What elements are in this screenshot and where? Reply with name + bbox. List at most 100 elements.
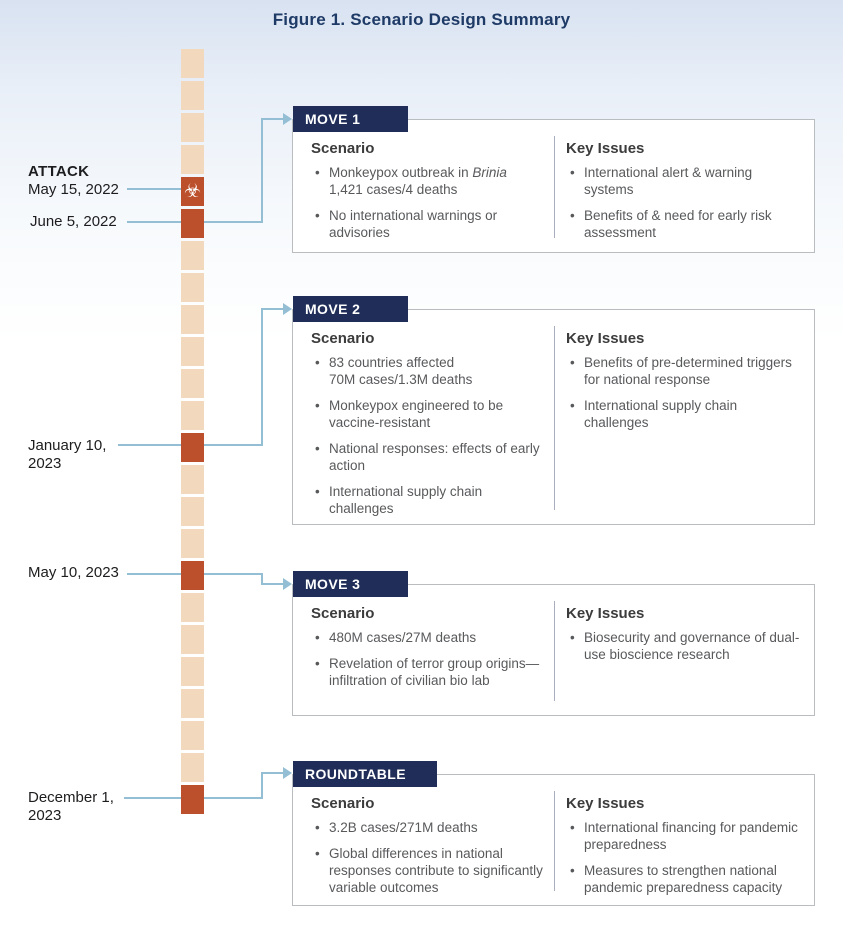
bullet-item: 3.2B cases/271M deaths — [311, 819, 543, 836]
bullet-item: No international warnings or advisories — [311, 207, 543, 241]
move-3-header: MOVE 3 — [293, 571, 408, 597]
milestone-square — [181, 785, 204, 814]
connector-line — [204, 573, 263, 575]
column-divider — [554, 601, 555, 701]
move-2-header: MOVE 2 — [293, 296, 408, 322]
roundtable-header: ROUNDTABLE — [293, 761, 437, 787]
timeline-square — [181, 625, 204, 654]
bullet-item: Global differences in national responses… — [311, 845, 543, 896]
timeline-square — [181, 305, 204, 334]
timeline-date-january-10-2023: January 10, 2023 — [28, 437, 107, 472]
scenario-column: Scenario 3.2B cases/271M deaths Global di… — [311, 795, 543, 905]
key-issues-list: International financing for pandemic pre… — [566, 819, 800, 896]
milestone-square — [181, 561, 204, 590]
connector-line — [261, 308, 263, 446]
key-issues-column: Key Issues Benefits of pre-determined tr… — [566, 330, 800, 440]
timeline-square — [181, 689, 204, 718]
timeline-square — [181, 401, 204, 430]
scenario-list: 480M cases/27M deaths Revelation of terro… — [311, 629, 543, 689]
timeline-square — [181, 273, 204, 302]
move-1-box: Scenario Monkeypox outbreak in Brinia 1,… — [292, 119, 815, 253]
connector-line — [204, 797, 263, 799]
connector-line — [127, 221, 181, 223]
column-divider — [554, 791, 555, 891]
scenario-list: Monkeypox outbreak in Brinia 1,421 cases… — [311, 164, 543, 241]
scenario-heading: Scenario — [311, 330, 375, 347]
bullet-item: International supply chain challenges — [311, 483, 543, 517]
bullet-item: 480M cases/27M deaths — [311, 629, 543, 646]
scenario-list: 83 countries affected 70M cases/1.3M dea… — [311, 354, 543, 517]
scenario-column: Scenario Monkeypox outbreak in Brinia 1,… — [311, 140, 543, 250]
figure-title: Figure 1. Scenario Design Summary — [272, 10, 571, 29]
milestone-square — [181, 209, 204, 238]
bullet-item: 83 countries affected 70M cases/1.3M dea… — [311, 354, 543, 388]
timeline-square — [181, 369, 204, 398]
bullet-item: National responses: effects of early act… — [311, 440, 543, 474]
connector-line — [261, 583, 283, 585]
bullet-item: International financing for pandemic pre… — [566, 819, 800, 853]
timeline-square — [181, 81, 204, 110]
connector-line — [261, 772, 263, 799]
key-issues-heading: Key Issues — [566, 795, 645, 812]
timeline-square — [181, 721, 204, 750]
attack-biohazard-square: ☣ — [181, 177, 204, 206]
bullet-item: Monkeypox engineered to be vaccine-resis… — [311, 397, 543, 431]
timeline-square — [181, 241, 204, 270]
timeline-date-june-5-2022: June 5, 2022 — [30, 213, 117, 230]
move-1-header: MOVE 1 — [293, 106, 408, 132]
timeline-square — [181, 465, 204, 494]
key-issues-list: International alert & warning systems Ben… — [566, 164, 800, 241]
scenario-column: Scenario 83 countries affected 70M cases… — [311, 330, 543, 526]
scenario-list: 3.2B cases/271M deaths Global differences… — [311, 819, 543, 896]
column-divider — [554, 326, 555, 510]
connector-line — [261, 118, 263, 223]
roundtable-box: Scenario 3.2B cases/271M deaths Global di… — [292, 774, 815, 906]
scenario-heading: Scenario — [311, 795, 375, 812]
connector-line — [204, 221, 263, 223]
connector-arrow-icon — [283, 578, 292, 590]
key-issues-column: Key Issues International alert & warning… — [566, 140, 800, 250]
timeline-square — [181, 113, 204, 142]
bullet-item: Revelation of terror group origins—infil… — [311, 655, 543, 689]
timeline-date-december-1-2023: December 1, 2023 — [28, 789, 114, 824]
timeline-square — [181, 497, 204, 526]
timeline-date-may-10-2023: May 10, 2023 — [28, 564, 119, 581]
timeline-square — [181, 145, 204, 174]
bullet-item: Benefits of & need for early risk assess… — [566, 207, 800, 241]
connector-arrow-icon — [283, 767, 292, 779]
scenario-heading: Scenario — [311, 605, 375, 622]
milestone-square — [181, 433, 204, 462]
connector-arrow-icon — [283, 113, 292, 125]
connector-line — [127, 573, 181, 575]
key-issues-heading: Key Issues — [566, 605, 645, 622]
timeline-square — [181, 657, 204, 686]
scenario-column: Scenario 480M cases/27M deaths Revelation… — [311, 605, 543, 698]
connector-line — [261, 772, 283, 774]
timeline-square — [181, 49, 204, 78]
key-issues-column: Key Issues Biosecurity and governance of… — [566, 605, 800, 672]
biohazard-icon: ☣ — [183, 181, 202, 202]
timeline-square — [181, 753, 204, 782]
column-divider — [554, 136, 555, 238]
bullet-item: Biosecurity and governance of dual-use b… — [566, 629, 800, 663]
scenario-heading: Scenario — [311, 140, 375, 157]
key-issues-column: Key Issues International financing for p… — [566, 795, 800, 905]
connector-line — [261, 573, 263, 585]
timeline-square — [181, 593, 204, 622]
connector-line — [124, 797, 181, 799]
connector-line — [118, 444, 181, 446]
bullet-item: International alert & warning systems — [566, 164, 800, 198]
attack-label: ATTACK — [28, 163, 90, 180]
connector-line — [261, 118, 283, 120]
key-issues-list: Biosecurity and governance of dual-use b… — [566, 629, 800, 663]
connector-arrow-icon — [283, 303, 292, 315]
bullet-item: International supply chain challenges — [566, 397, 800, 431]
key-issues-heading: Key Issues — [566, 330, 645, 347]
timeline-square — [181, 337, 204, 366]
key-issues-list: Benefits of pre-determined triggers for … — [566, 354, 800, 431]
timeline-square — [181, 529, 204, 558]
key-issues-heading: Key Issues — [566, 140, 645, 157]
connector-line — [204, 444, 263, 446]
connector-line — [261, 308, 283, 310]
connector-line — [127, 188, 181, 190]
